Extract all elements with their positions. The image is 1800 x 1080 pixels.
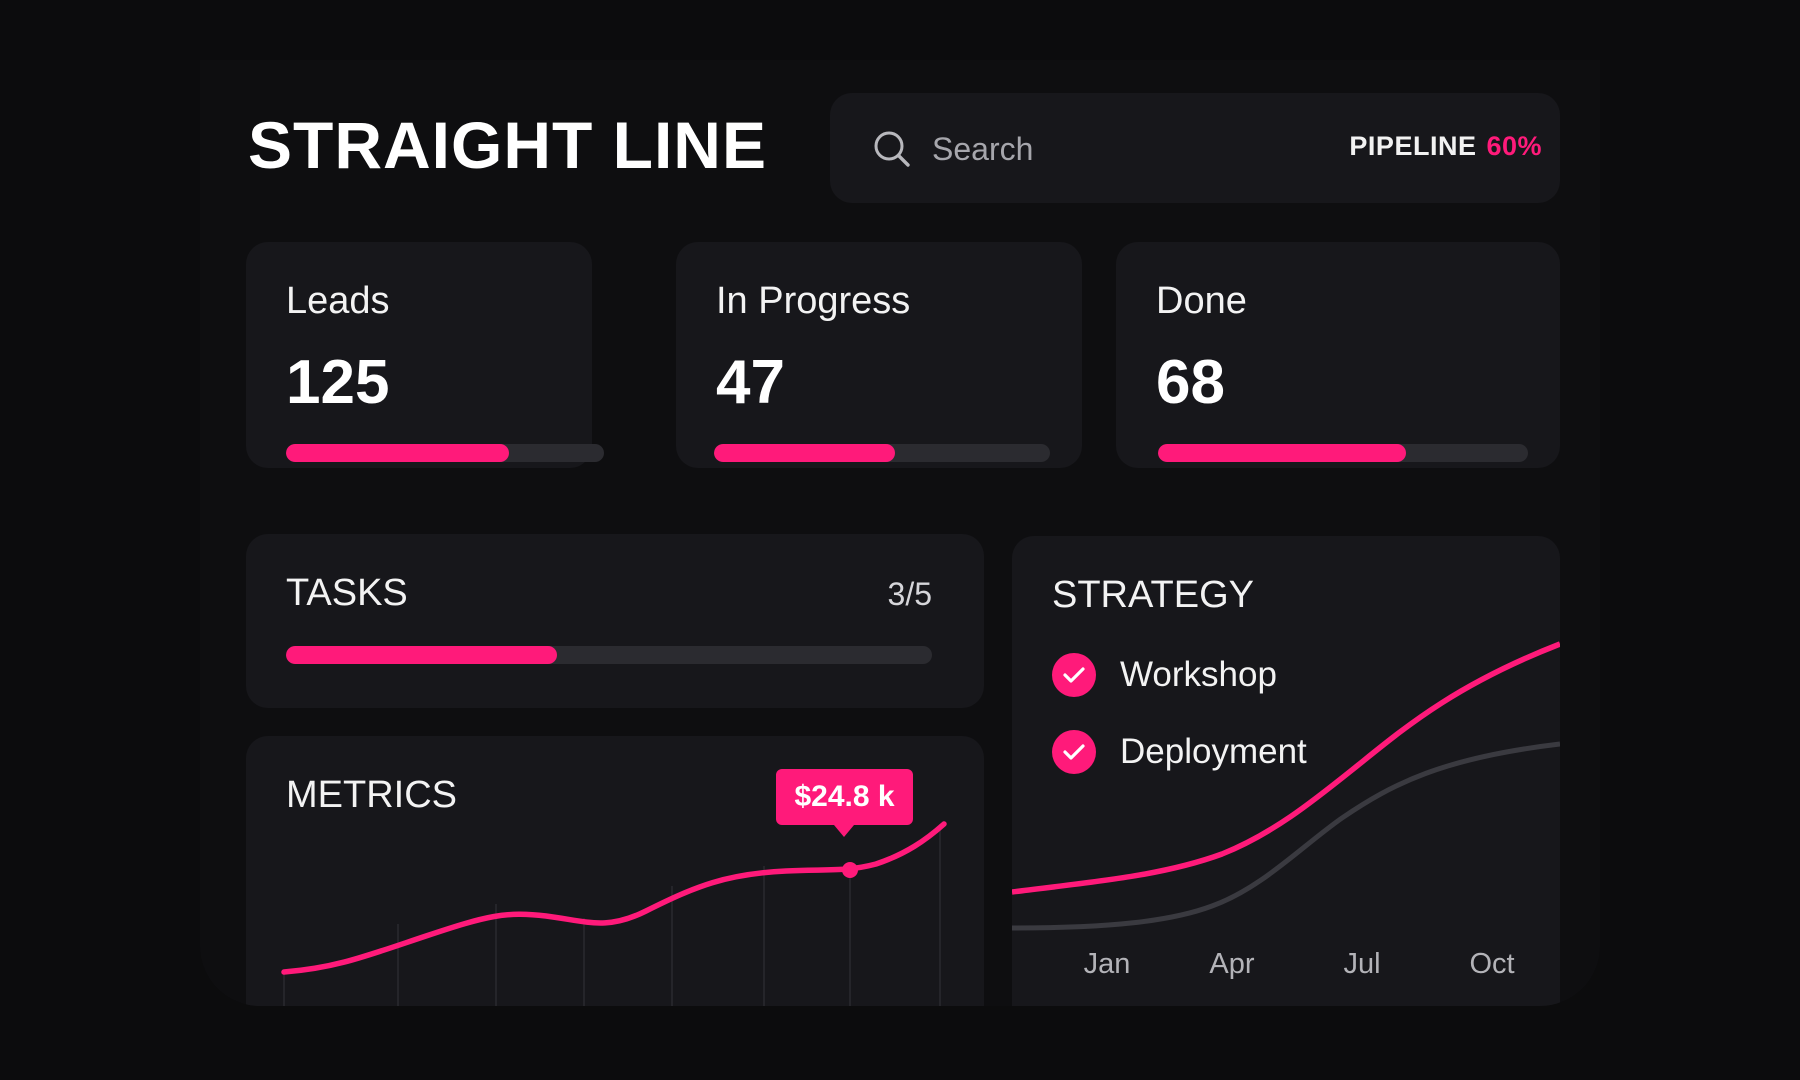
search-bar[interactable]: PIPELINE 60% [830, 93, 1560, 203]
strategy-title: STRATEGY [1052, 574, 1254, 616]
progress-fill [286, 444, 509, 462]
month-label: Oct [1469, 948, 1515, 980]
pipeline-label: PIPELINE [1349, 131, 1477, 161]
stat-label: Leads [286, 280, 390, 322]
pipeline-indicator: PIPELINE 60% [1349, 131, 1542, 162]
app-title: STRAIGHT LINE [248, 108, 767, 182]
progress-track [286, 444, 604, 462]
stat-label: In Progress [716, 280, 911, 322]
month-label: Apr [1209, 948, 1255, 980]
metrics-tooltip: $24.8 k [776, 769, 913, 837]
strategy-chart [1012, 641, 1560, 931]
metrics-point-marker [842, 862, 858, 878]
app-window: STRAIGHT LINE PIPELINE 60% Leads 125 In P… [200, 60, 1600, 1006]
progress-fill [1158, 444, 1406, 462]
strategy-item-deployment[interactable]: Deployment [1052, 729, 1307, 775]
check-icon[interactable] [1052, 653, 1096, 697]
strategy-card[interactable]: STRATEGY Workshop Deployment Jan Apr Jul… [1012, 536, 1560, 1006]
tasks-title: TASKS [286, 572, 408, 614]
stat-card-leads[interactable]: Leads 125 [246, 242, 604, 468]
strategy-item-label: Workshop [1120, 655, 1277, 694]
pipeline-value: 60% [1486, 131, 1542, 161]
strategy-item-workshop[interactable]: Workshop [1052, 652, 1277, 698]
strategy-line-primary [1012, 641, 1560, 895]
strategy-item-label: Deployment [1120, 732, 1307, 771]
stat-value: 68 [1156, 348, 1225, 417]
search-icon[interactable] [872, 129, 912, 169]
check-icon[interactable] [1052, 730, 1096, 774]
stat-value: 47 [716, 348, 785, 417]
progress-fill [714, 444, 896, 462]
metrics-chart [281, 821, 947, 1006]
metrics-gridlines [283, 824, 941, 1006]
month-label: Jul [1343, 948, 1381, 980]
metrics-line [281, 821, 947, 975]
stat-value: 125 [286, 348, 390, 417]
tasks-count: 3/5 [887, 576, 932, 612]
stat-label: Done [1156, 280, 1247, 322]
stat-card-done[interactable]: Done 68 [1116, 242, 1560, 468]
tasks-progress-fill [286, 646, 558, 664]
metrics-title: METRICS [286, 774, 457, 816]
progress-track [714, 444, 1050, 462]
tasks-card[interactable]: TASKS 3/5 [246, 534, 984, 708]
month-label: Jan [1083, 948, 1131, 980]
stat-card-in-progress[interactable]: In Progress 47 [676, 242, 1082, 468]
progress-track [1158, 444, 1528, 462]
tasks-progress-track [286, 646, 932, 664]
metrics-card[interactable]: METRICS $24.8 k [246, 736, 984, 1006]
strategy-line-secondary [1012, 741, 1560, 931]
search-input[interactable] [930, 123, 1314, 175]
